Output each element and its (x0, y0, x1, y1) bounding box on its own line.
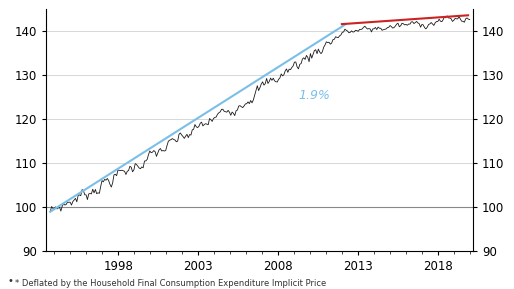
Text: •: • (8, 276, 13, 286)
Text: 1.9%: 1.9% (299, 89, 331, 102)
Text: * Deflated by the Household Final Consumption Expenditure Implicit Price: * Deflated by the Household Final Consum… (15, 279, 327, 288)
